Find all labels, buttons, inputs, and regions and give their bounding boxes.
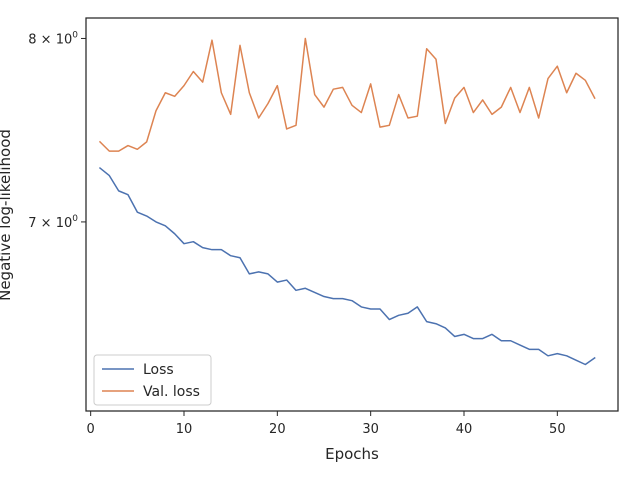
x-tick-label: 50 (549, 422, 566, 437)
x-tick-label: 0 (87, 422, 95, 437)
plot-frame (85, 17, 619, 412)
legend-label-loss: Loss (143, 362, 174, 378)
x-axis-ticks: 0 10 20 30 40 50 (87, 411, 566, 437)
x-tick-label: 20 (269, 422, 286, 437)
y-tick-label: 7 × 100 (28, 214, 78, 231)
plot-lines (98, 37, 596, 366)
x-tick-label: 40 (456, 422, 473, 437)
legend-box (93, 354, 212, 406)
series-line-1 (98, 37, 596, 152)
y-axis-label: Negative log-likelihood (0, 129, 14, 301)
legend: Loss Val. loss (93, 354, 212, 406)
x-tick-label: 10 (176, 422, 193, 437)
y-axis-ticks: 7 × 100 8 × 100 (28, 30, 86, 231)
y-tick-label: 8 × 100 (28, 30, 78, 47)
series-line-0 (98, 166, 596, 366)
x-axis-label: Epochs (325, 445, 379, 463)
legend-label-val-loss: Val. loss (143, 384, 200, 400)
x-tick-label: 30 (362, 422, 379, 437)
